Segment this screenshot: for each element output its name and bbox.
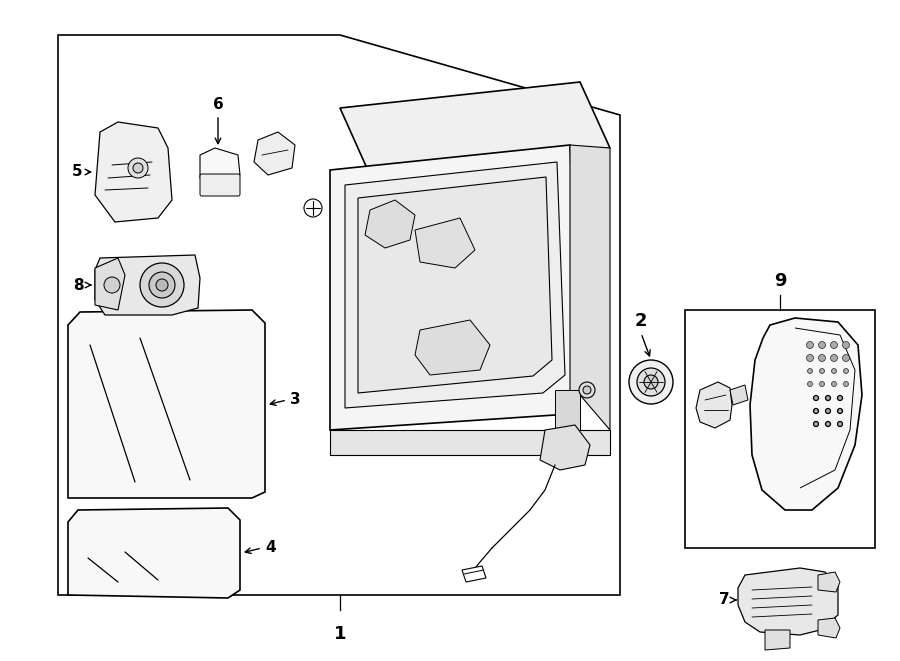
Circle shape	[806, 354, 814, 362]
Polygon shape	[750, 318, 862, 510]
Text: 9: 9	[774, 272, 787, 290]
Circle shape	[843, 368, 849, 373]
Circle shape	[304, 199, 322, 217]
Circle shape	[832, 368, 836, 373]
Polygon shape	[415, 320, 490, 375]
Text: 3: 3	[290, 393, 301, 407]
Polygon shape	[254, 132, 295, 175]
Text: 1: 1	[334, 625, 346, 643]
Polygon shape	[200, 148, 240, 185]
Circle shape	[149, 272, 175, 298]
Polygon shape	[738, 568, 838, 635]
Polygon shape	[730, 385, 748, 405]
Circle shape	[814, 408, 818, 414]
Circle shape	[133, 163, 143, 173]
Circle shape	[644, 375, 658, 389]
Polygon shape	[95, 122, 172, 222]
Circle shape	[831, 342, 838, 348]
Text: 2: 2	[634, 312, 647, 330]
Text: 6: 6	[212, 97, 223, 112]
Polygon shape	[345, 162, 565, 408]
Circle shape	[825, 422, 831, 426]
Polygon shape	[818, 618, 840, 638]
Polygon shape	[765, 630, 790, 650]
Circle shape	[140, 263, 184, 307]
Circle shape	[838, 408, 842, 414]
FancyBboxPatch shape	[200, 174, 240, 196]
Circle shape	[128, 158, 148, 178]
Polygon shape	[415, 218, 475, 268]
Polygon shape	[818, 572, 840, 592]
Polygon shape	[358, 177, 552, 393]
Circle shape	[842, 342, 850, 348]
Polygon shape	[68, 310, 265, 498]
Circle shape	[838, 422, 842, 426]
Polygon shape	[555, 390, 580, 430]
Circle shape	[583, 386, 591, 394]
Circle shape	[842, 354, 850, 362]
Circle shape	[806, 342, 814, 348]
Bar	[685, 310, 875, 548]
Polygon shape	[462, 566, 486, 582]
Polygon shape	[340, 82, 610, 175]
Polygon shape	[365, 200, 415, 248]
Circle shape	[629, 360, 673, 404]
Circle shape	[838, 395, 842, 401]
Circle shape	[825, 395, 831, 401]
Polygon shape	[95, 255, 200, 315]
Circle shape	[843, 381, 849, 387]
Circle shape	[818, 354, 825, 362]
Circle shape	[831, 354, 838, 362]
Polygon shape	[95, 258, 125, 310]
Circle shape	[814, 422, 818, 426]
Circle shape	[818, 342, 825, 348]
Text: 8: 8	[74, 278, 84, 293]
Polygon shape	[540, 425, 590, 470]
Polygon shape	[68, 508, 240, 598]
Text: 7: 7	[719, 592, 730, 607]
Circle shape	[579, 382, 595, 398]
Circle shape	[825, 408, 831, 414]
Circle shape	[832, 381, 836, 387]
Text: 4: 4	[265, 541, 275, 555]
Circle shape	[814, 395, 818, 401]
Polygon shape	[570, 145, 610, 430]
Circle shape	[807, 368, 813, 373]
Circle shape	[820, 368, 824, 373]
Circle shape	[156, 279, 168, 291]
Circle shape	[807, 381, 813, 387]
Polygon shape	[330, 145, 580, 430]
Circle shape	[637, 368, 665, 396]
Circle shape	[820, 381, 824, 387]
Text: 5: 5	[71, 165, 82, 180]
Polygon shape	[696, 382, 732, 428]
Polygon shape	[330, 430, 610, 455]
Polygon shape	[58, 35, 620, 595]
Circle shape	[104, 277, 120, 293]
